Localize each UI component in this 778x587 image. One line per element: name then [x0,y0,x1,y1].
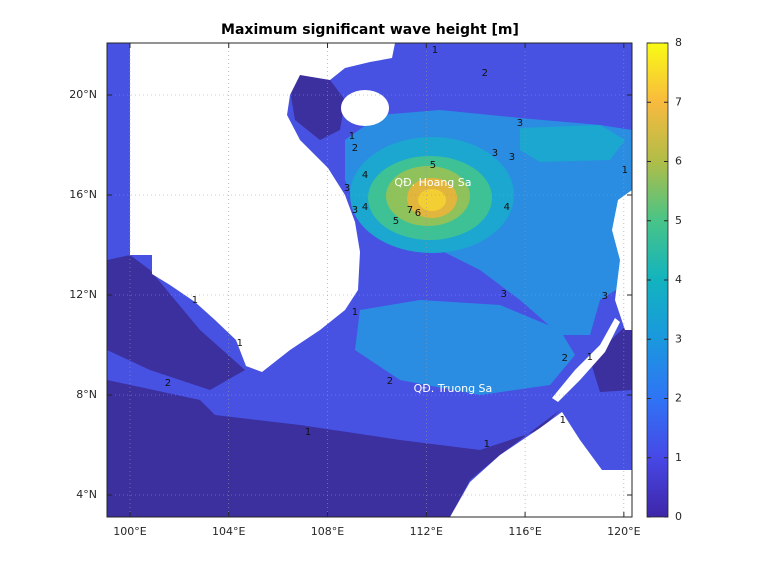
colorbar-tick-label: 1 [675,451,682,464]
colorbar-tick-label: 4 [675,273,682,286]
contour-label: 1 [237,338,243,349]
title: Maximum significant wave height [m] [221,22,519,38]
contour-label: 3 [492,148,498,159]
colorbar-tick-label: 3 [675,332,682,345]
y-tick-label: 16°N [69,188,97,201]
band-7-8 [418,189,446,211]
contour-label: 1 [587,352,593,363]
x-tick-label: 120°E [607,525,640,538]
band-1-2 [107,43,130,260]
land-hainan [341,90,389,126]
contour-label: 1 [349,131,355,142]
contour-label: 3 [344,183,350,194]
colorbar-tick-label: 6 [675,155,682,168]
contour-label: 1 [305,427,311,438]
band-0-1 [107,255,245,390]
y-tick-label: 4°N [76,488,97,501]
contour-label: 3 [517,118,523,129]
contour-label: 2 [482,68,488,79]
contour-label: 4 [362,170,368,181]
band-0-1 [590,320,632,392]
contour-label: 2 [352,143,358,154]
land-palawan [552,318,620,402]
y-tick-label: 12°N [69,288,97,301]
contour-label: 1 [484,439,490,450]
colorbar-tick-label: 2 [675,392,682,405]
place-label: QĐ. Hoang Sa [394,176,471,189]
place-label: QĐ. Truong Sa [414,382,493,395]
contour-label: 1 [560,415,566,426]
contour-label: 3 [352,205,358,216]
x-tick-label: 100°E [113,525,146,538]
band-0-1 [290,70,345,140]
contour-label: 4 [504,202,510,213]
band-2-3 [355,300,575,395]
contour-label: 1 [352,307,358,318]
contour-label: 6 [415,208,421,219]
contour-label: 5 [430,160,436,171]
land-indochina [107,43,395,372]
colorbar-tick-label: 8 [675,36,682,49]
x-tick-label: 116°E [508,525,541,538]
contour-label: 3 [509,152,515,163]
colorbar-tick-label: 5 [675,214,682,227]
contour-label: 2 [387,376,393,387]
x-tick-label: 112°E [410,525,443,538]
colorbar-tick-label: 0 [675,510,682,523]
contour-label: 1 [622,165,628,176]
contour-label: 3 [602,291,608,302]
plot-frame [106,42,633,518]
band-3-4 [520,125,625,162]
contour-label: 1 [192,295,198,306]
contour-label: 5 [393,216,399,227]
contour-label: 7 [407,205,413,216]
y-tick-label: 8°N [76,388,97,401]
contour-label: 4 [362,202,368,213]
grid [107,43,632,517]
contour-label: 3 [501,289,507,300]
band-0-1 [107,380,560,517]
contour-label: 2 [165,378,171,389]
contour-label: 1 [432,45,438,56]
contour-label: 2 [562,353,568,364]
land-borneo [450,412,632,517]
wave-field [107,43,632,517]
x-tick-label: 108°E [311,525,344,538]
x-tick-label: 104°E [212,525,245,538]
colorbar-tick-label: 7 [675,95,682,108]
y-tick-label: 20°N [69,88,97,101]
